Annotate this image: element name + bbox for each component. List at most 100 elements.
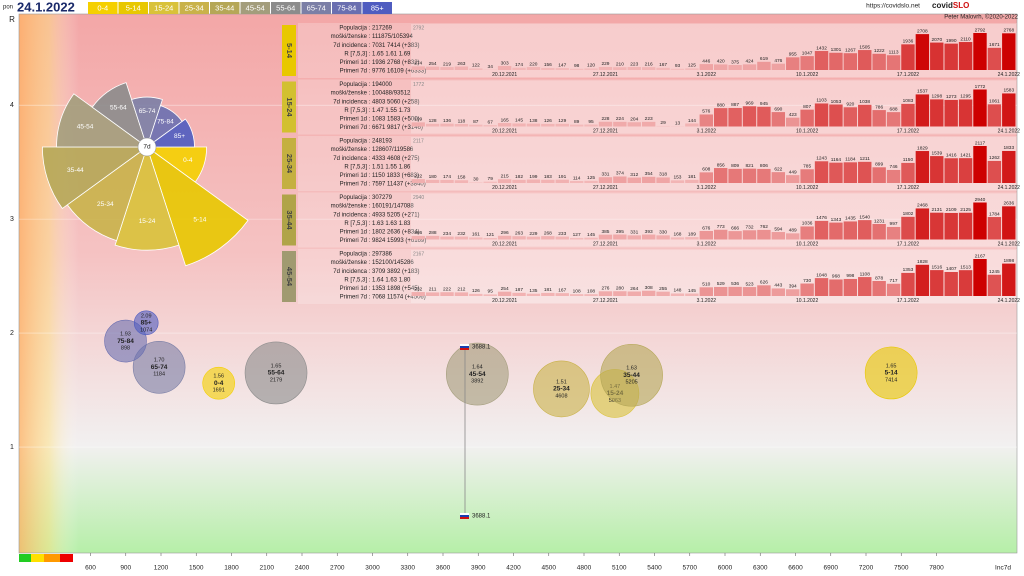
bar [555, 179, 569, 183]
bar-value-label: 121 [486, 232, 494, 238]
brand-covid: covid [932, 1, 953, 10]
x-tick-label: 3600 [436, 565, 451, 572]
bar [714, 168, 728, 183]
bar-value-label: 1301 [831, 47, 842, 53]
bar [512, 179, 526, 183]
bar-value-label: 375 [731, 59, 739, 65]
bar [757, 285, 771, 296]
bar [584, 68, 598, 70]
bar-value-label: 182 [515, 174, 523, 180]
legend-button[interactable] [362, 2, 393, 14]
legend-button[interactable] [88, 2, 118, 14]
bar [944, 99, 958, 127]
stat-value: 1.47 1.55 1.73 [372, 108, 411, 114]
author: Peter Malovrh, ©2020-2022 [944, 14, 1018, 21]
x-tick-label: 2700 [330, 565, 345, 572]
bar-value-label: 1222 [874, 48, 885, 54]
bubble-name: 0-4 [214, 380, 224, 387]
stat-value: 248193 [372, 139, 393, 145]
panel-title: 45-54 [285, 267, 294, 287]
bar-value-label: 1038 [859, 99, 870, 105]
legend-button[interactable] [240, 2, 271, 14]
bar-value-label: 1476 [816, 215, 827, 221]
bar [829, 104, 843, 127]
bar [958, 42, 973, 70]
bar-value-label: 374 [616, 171, 624, 177]
bar [613, 234, 627, 240]
bar [670, 180, 685, 183]
bar [757, 168, 771, 183]
bar [843, 53, 858, 70]
bar [987, 217, 1002, 240]
bar [915, 208, 930, 240]
bubble-name: 35-44 [623, 372, 640, 379]
legend-label: 45-54 [246, 3, 265, 12]
bar [886, 226, 901, 240]
bar-value-label: 95 [588, 119, 594, 125]
bar-value-label: 746 [890, 164, 898, 170]
bar-value-label: 786 [875, 104, 883, 110]
stat-label: Primeri 1d [340, 286, 367, 292]
bar [829, 222, 843, 240]
date-label: 3.1.2022 [697, 241, 717, 247]
stat-separator: : [369, 156, 371, 162]
legend-button[interactable] [149, 2, 179, 14]
bar-value-label: 308 [645, 285, 653, 291]
bar [584, 180, 598, 183]
date-label: 3.1.2022 [697, 185, 717, 191]
bar [512, 67, 526, 70]
bar-value-label: 108 [573, 288, 581, 294]
url: https://covidslo.net [866, 3, 920, 10]
bar-value-label: 174 [443, 174, 451, 180]
bar [584, 124, 598, 127]
stat-separator: : [369, 26, 371, 32]
bar [641, 176, 656, 183]
stat-label: R [7,5,3] [344, 221, 367, 227]
bar [901, 216, 915, 240]
bar-value-label: 1537 [917, 89, 928, 95]
stat-value: 194000 [372, 82, 393, 88]
bar [656, 67, 670, 70]
date-label: 24.1.2022 [998, 298, 1020, 304]
bar-value-label: 395 [616, 229, 624, 235]
bar-value-label: 619 [760, 56, 768, 62]
bar [526, 236, 541, 240]
bar-value-label: 1036 [802, 221, 813, 227]
bar [901, 162, 915, 183]
bar [714, 108, 728, 127]
bar-value-label: 1164 [831, 157, 842, 163]
bar [786, 233, 800, 240]
legend-button[interactable] [210, 2, 240, 14]
bar [425, 292, 440, 296]
bar-value-label: 2125 [960, 207, 971, 213]
bar-value-label: 2792 [975, 27, 986, 33]
bubble-inc-label: 1691 [213, 388, 225, 394]
legend-button[interactable] [179, 2, 210, 14]
bubble-r-label: 1.65 [886, 363, 897, 369]
bar-value-label: 955 [789, 52, 797, 58]
bar-value-label: 120 [587, 63, 595, 69]
bar-value-label: 880 [717, 102, 725, 108]
bar-value-label: 1150 [903, 157, 914, 163]
bar-value-label: 135 [529, 288, 537, 294]
x-tick-label: 3900 [471, 565, 486, 572]
bar-value-label: 1898 [1003, 258, 1014, 264]
y-tick-label: 4 [10, 102, 14, 109]
bar-value-label: 732 [746, 225, 754, 231]
bar-value-label: 1671 [989, 42, 1000, 48]
legend-button[interactable] [118, 2, 149, 14]
bar-value-label: 312 [630, 172, 638, 178]
bar [771, 288, 786, 296]
bar-value-label: 144 [688, 118, 696, 124]
stat-separator: : [369, 82, 371, 88]
legend-button[interactable] [301, 2, 332, 14]
bar-value-label: 622 [774, 166, 782, 172]
bubble [104, 319, 147, 363]
bubble [446, 342, 509, 406]
bar-value-label: 1184 [845, 157, 856, 163]
legend-button[interactable] [271, 2, 301, 14]
stat-separator: : [369, 221, 371, 227]
legend-button[interactable] [332, 2, 362, 14]
bar-value-label: 215 [501, 174, 509, 180]
bar [843, 162, 858, 183]
